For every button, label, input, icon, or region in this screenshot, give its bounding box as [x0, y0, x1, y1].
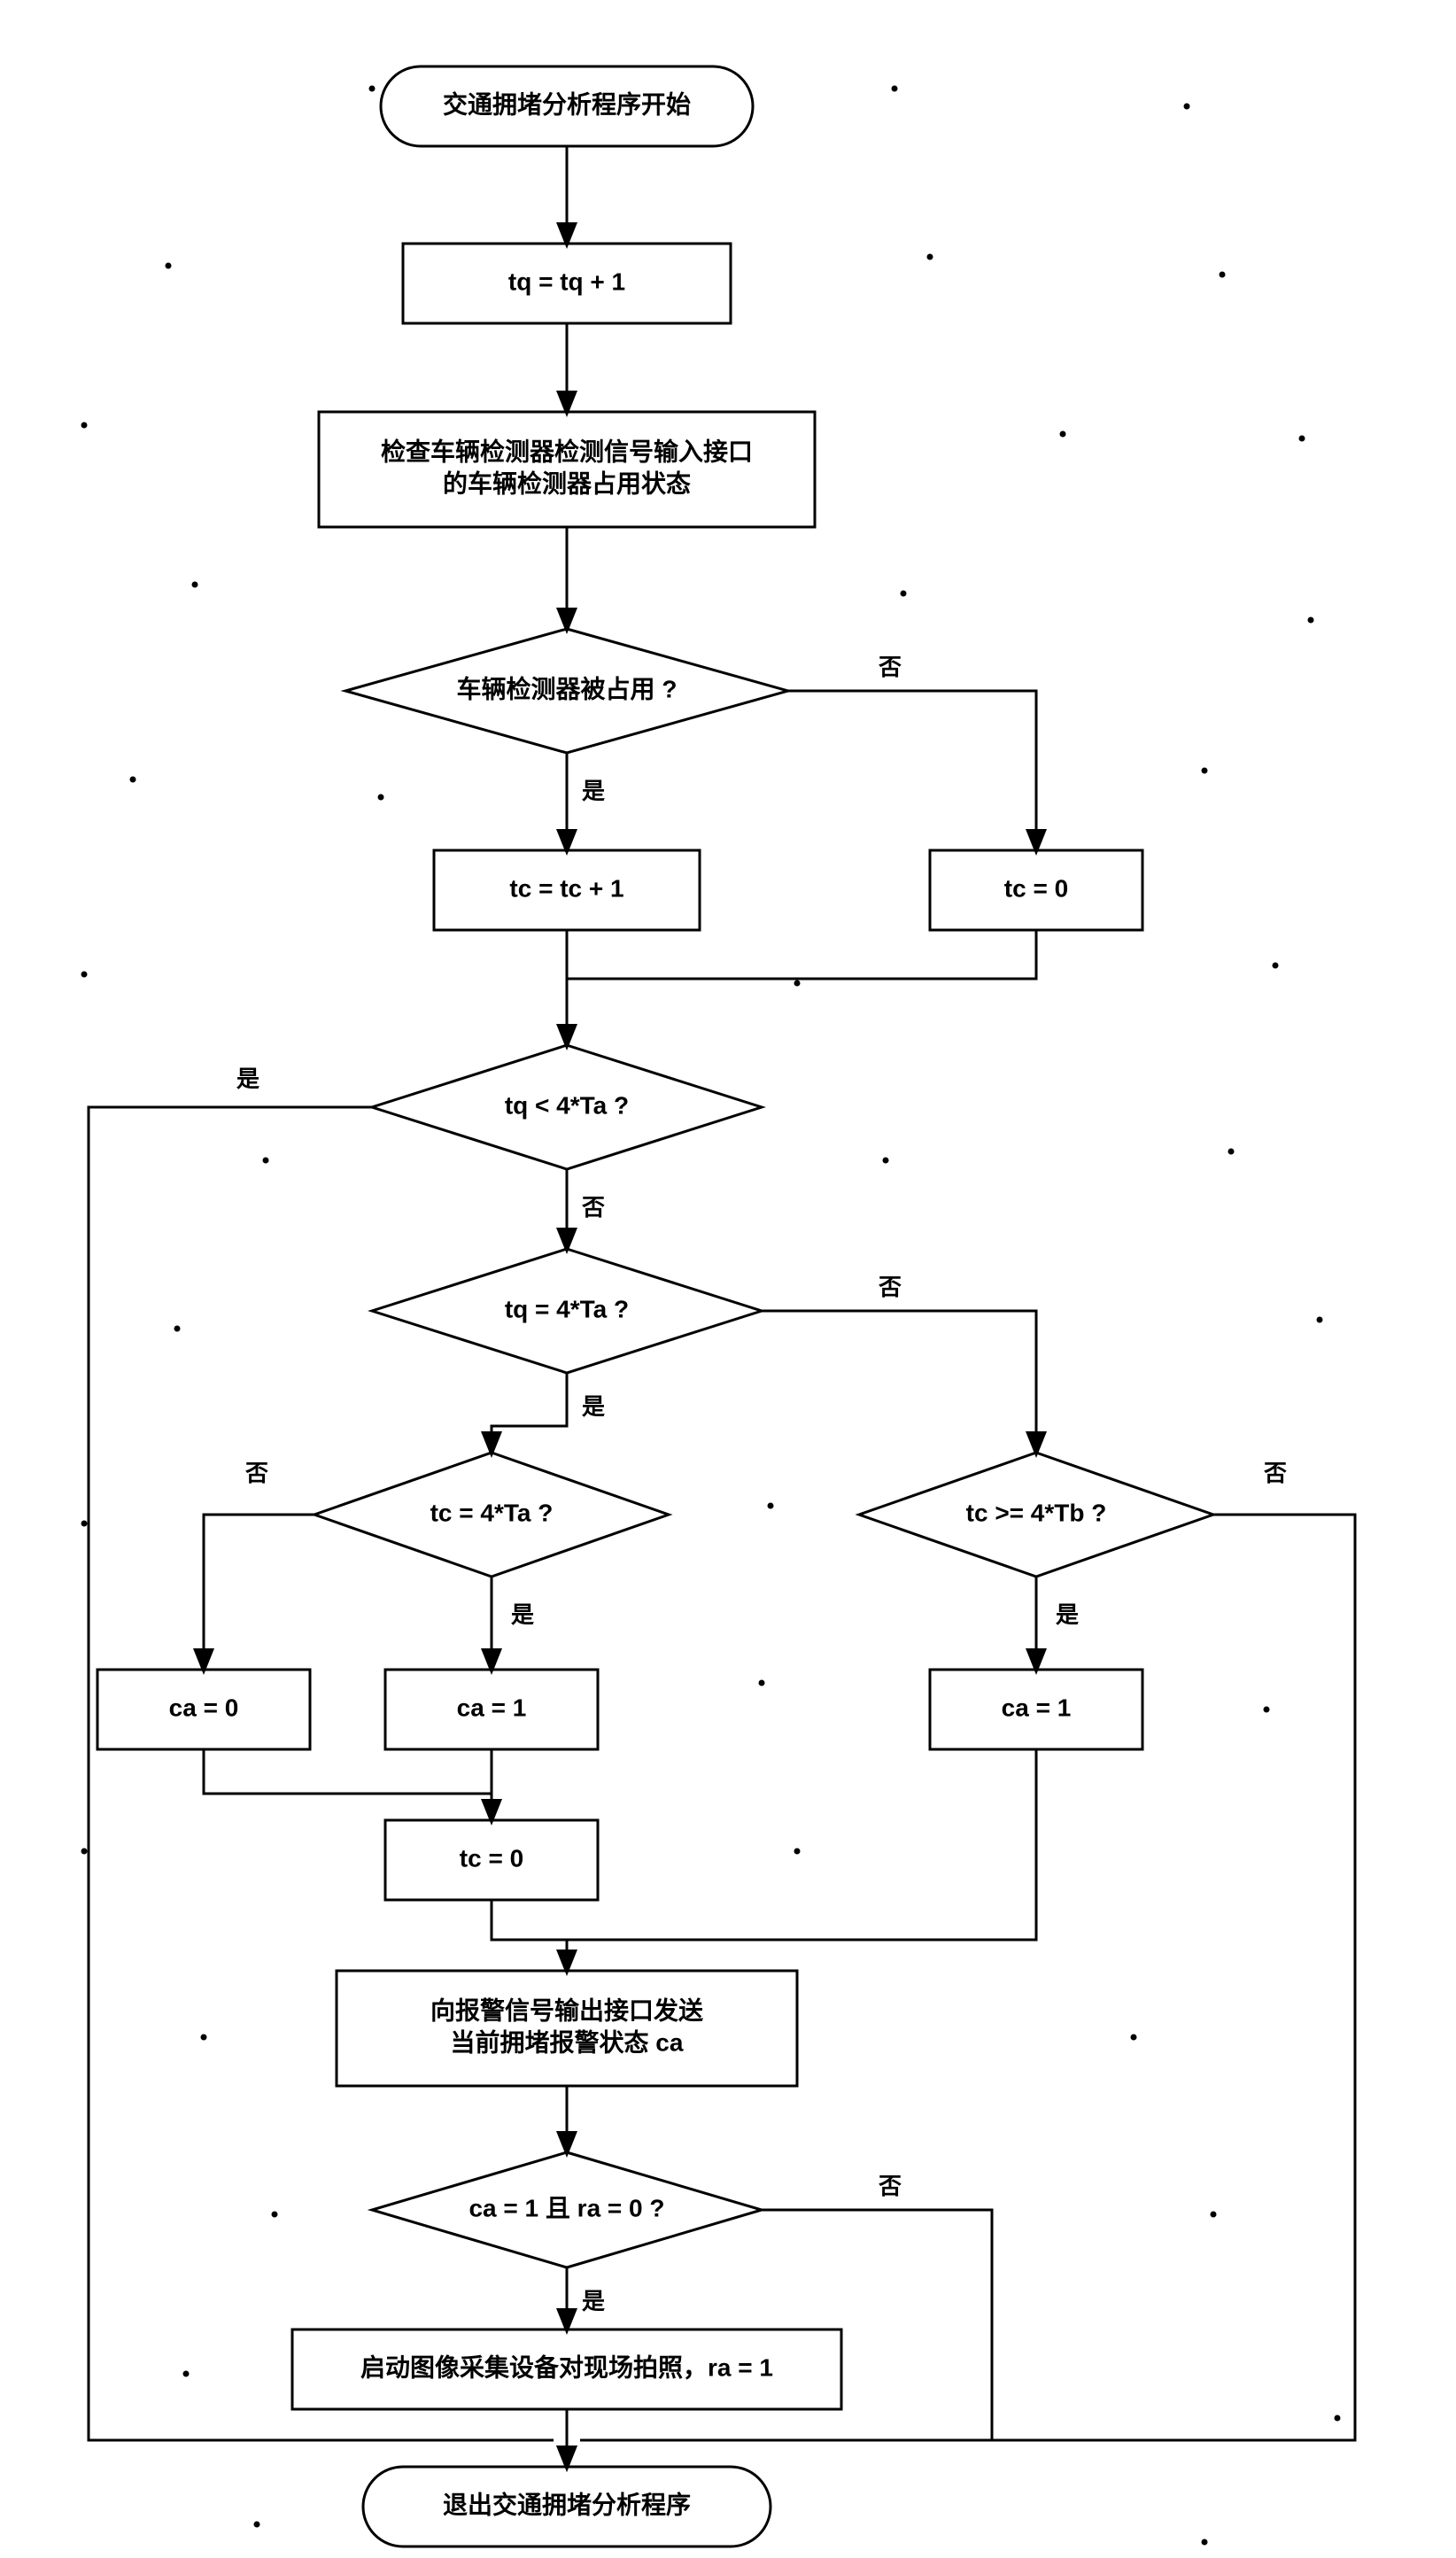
node-inc_tq: tq = tq + 1: [403, 244, 731, 323]
node-d_tq_eq: tq = 4*Ta ?: [372, 1249, 762, 1373]
speckle-23: [81, 1521, 88, 1527]
speckle-5: [1220, 272, 1226, 278]
svg-text:交通拥堵分析程序开始: 交通拥堵分析程序开始: [443, 89, 691, 118]
speckle-13: [378, 795, 384, 801]
edge-18: [492, 1900, 567, 1940]
speckle-18: [263, 1158, 269, 1164]
svg-text:车辆检测器被占用 ?: 车辆检测器被占用 ?: [457, 674, 678, 702]
speckle-0: [369, 86, 376, 92]
node-send_alarm: 向报警信号输出接口发送当前拥堵报警状态 ca: [337, 1971, 797, 2086]
edge-label-14: 是: [1056, 1601, 1079, 1628]
speckle-36: [254, 2522, 260, 2528]
edge-label-3: 是: [582, 778, 605, 804]
node-ca0: ca = 0: [97, 1670, 310, 1749]
speckle-17: [794, 981, 801, 987]
svg-text:tq = 4*Ta ?: tq = 4*Ta ?: [505, 1295, 629, 1322]
svg-text:tq = tq + 1: tq = tq + 1: [508, 267, 625, 295]
svg-text:ca = 0: ca = 0: [169, 1694, 239, 1721]
svg-text:检查车辆检测器检测信号输入接口: 检查车辆检测器检测信号输入接口: [381, 437, 753, 465]
svg-text:ca = 1: ca = 1: [457, 1694, 527, 1721]
edge-label-13: 否: [245, 1460, 268, 1486]
speckle-28: [794, 1849, 801, 1855]
svg-text:tc = 0: tc = 0: [460, 1844, 523, 1872]
speckle-32: [272, 2212, 278, 2218]
speckle-33: [1335, 2415, 1341, 2422]
node-ca1_l: ca = 1: [385, 1670, 598, 1749]
edge-label-11: 否: [879, 1274, 902, 1300]
speckle-8: [1299, 436, 1305, 442]
speckle-20: [1228, 1149, 1235, 1155]
speckle-6: [81, 422, 88, 429]
svg-text:tq < 4*Ta ?: tq < 4*Ta ?: [505, 1091, 629, 1119]
speckle-31: [1211, 2212, 1217, 2218]
node-start: 交通拥堵分析程序开始: [381, 66, 753, 146]
edge-label-23: 否: [879, 2173, 902, 2199]
node-d_ca_ra: ca = 1 且 ra = 0 ?: [372, 2152, 762, 2267]
node-capture: 启动图像采集设备对现场拍照，ra = 1: [292, 2329, 841, 2409]
speckle-15: [81, 972, 88, 978]
svg-text:ca = 1: ca = 1: [1002, 1694, 1072, 1721]
edge-16: [204, 1749, 492, 1794]
speckle-3: [166, 263, 172, 269]
node-d_occupied: 车辆检测器被占用 ?: [345, 629, 788, 753]
svg-text:启动图像采集设备对现场拍照，ra = 1: 启动图像采集设备对现场拍照，ra = 1: [360, 2353, 773, 2381]
speckle-27: [81, 1849, 88, 1855]
svg-text:ca = 1 且 ra = 0 ?: ca = 1 且 ra = 0 ?: [469, 2194, 664, 2221]
node-tc_zero_m: tc = 0: [385, 1820, 598, 1900]
speckle-14: [1202, 768, 1208, 774]
svg-text:向报警信号输出接口发送: 向报警信号输出接口发送: [430, 1996, 703, 2024]
edge-19: [567, 1749, 1036, 1940]
speckle-9: [192, 582, 198, 588]
speckle-12: [130, 777, 136, 783]
flowchart-canvas: 交通拥堵分析程序开始 tq = tq + 1 检查车辆检测器检测信号输入接口的车辆检…: [0, 0, 1456, 2558]
edge-6: [567, 930, 1036, 979]
speckle-11: [1308, 617, 1314, 624]
speckle-34: [183, 2371, 190, 2377]
svg-text:tc = 0: tc = 0: [1004, 874, 1068, 902]
speckle-21: [174, 1326, 181, 1332]
svg-text:退出交通拥堵分析程序: 退出交通拥堵分析程序: [443, 2490, 691, 2518]
node-d_tq_lt: tq < 4*Ta ?: [372, 1045, 762, 1169]
edge-label-9: 是: [236, 1066, 259, 1092]
edge-10: [492, 1373, 567, 1453]
speckle-25: [759, 1680, 765, 1686]
speckle-2: [1184, 104, 1190, 110]
svg-text:tc = tc + 1: tc = tc + 1: [509, 874, 623, 902]
edge-11: [762, 1311, 1036, 1453]
svg-text:tc >= 4*Tb ?: tc >= 4*Tb ?: [966, 1499, 1107, 1526]
speckle-19: [883, 1158, 889, 1164]
speckle-26: [1264, 1707, 1270, 1713]
edge-label-8: 否: [582, 1194, 605, 1221]
speckle-35: [1202, 2539, 1208, 2546]
node-inc_tc: tc = tc + 1: [434, 850, 700, 930]
edge-4: [788, 691, 1036, 850]
speckle-10: [901, 591, 907, 597]
node-exit: 退出交通拥堵分析程序: [363, 2467, 771, 2546]
speckle-22: [1317, 1317, 1323, 1323]
edge-13: [204, 1515, 314, 1670]
node-check_det: 检查车辆检测器检测信号输入接口的车辆检测器占用状态: [319, 412, 815, 527]
node-tc_zero_r: tc = 0: [930, 850, 1142, 930]
svg-text:tc = 4*Ta ?: tc = 4*Ta ?: [430, 1499, 554, 1526]
node-d_tc_tb: tc >= 4*Tb ?: [859, 1453, 1213, 1577]
node-d_tc_ta: tc = 4*Ta ?: [314, 1453, 669, 1577]
speckle-1: [892, 86, 898, 92]
speckle-16: [1273, 963, 1279, 969]
edge-label-10: 是: [582, 1393, 605, 1420]
node-ca1_r: ca = 1: [930, 1670, 1142, 1749]
speckle-4: [927, 254, 933, 260]
speckle-24: [768, 1503, 774, 1509]
edge-label-15: 否: [1264, 1460, 1287, 1486]
speckle-29: [1131, 2035, 1137, 2041]
svg-text:的车辆检测器占用状态: 的车辆检测器占用状态: [443, 469, 691, 497]
edge-label-22: 是: [582, 2288, 605, 2314]
edge-label-12: 是: [511, 1601, 534, 1628]
speckle-30: [201, 2035, 207, 2041]
speckle-7: [1060, 431, 1066, 438]
svg-text:当前拥堵报警状态 ca: 当前拥堵报警状态 ca: [451, 2027, 684, 2056]
edge-label-4: 否: [879, 654, 902, 680]
